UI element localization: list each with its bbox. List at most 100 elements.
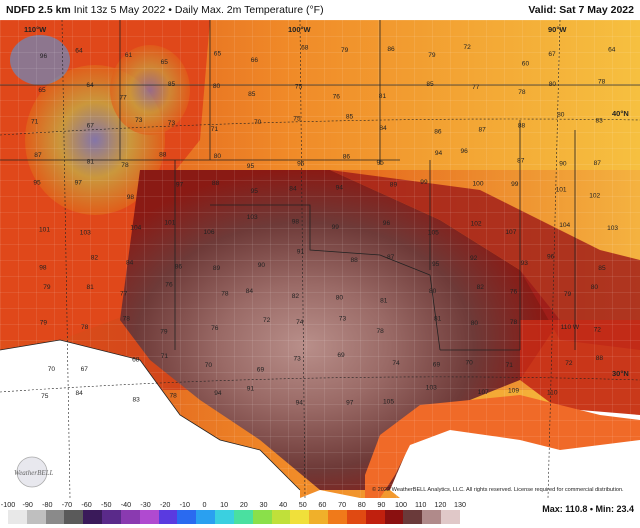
lon-100-label: 100°W: [288, 25, 312, 34]
colorbar-swatch: [26, 510, 46, 524]
colorbar-tick: 110: [414, 500, 427, 509]
colorbar-swatch: [441, 510, 460, 524]
station-value: 66: [251, 57, 259, 64]
colorbar-swatch: [8, 510, 27, 524]
station-value: 71: [31, 118, 39, 125]
county-grid: [0, 20, 640, 498]
field-title: Daily Max. 2m Temperature (°F): [174, 4, 324, 16]
temperature-map: 110°W 100°W 90°W 40°N 30°N 96 64 61 65 65 66 6…: [0, 20, 640, 498]
station-value: 109: [508, 387, 519, 394]
station-value: 86: [434, 128, 442, 135]
station-value: 73: [135, 117, 143, 124]
valid-time: Valid: Sat 7 May 2022: [528, 4, 634, 16]
colorbar-tick: 50: [298, 500, 307, 509]
colorbar-swatch: [328, 510, 347, 524]
colorbar-tick: -80: [42, 500, 53, 509]
station-value: 100: [473, 181, 484, 188]
station-value: 103: [80, 230, 91, 237]
station-value: 78: [518, 89, 526, 96]
station-value: 89: [390, 182, 398, 189]
logo-text: WeatherBELL: [14, 469, 54, 477]
station-value: 73: [168, 120, 176, 127]
colorbar-swatch: [309, 510, 329, 524]
station-value: 98: [292, 219, 300, 226]
colorbar-swatch: [64, 510, 84, 524]
station-value: 76: [333, 94, 341, 101]
station-value: 79: [341, 47, 349, 54]
colorbar-tick: 80: [357, 500, 366, 509]
colorbar-tick: -100: [0, 500, 16, 509]
station-value: 70: [466, 360, 474, 367]
station-value: 65: [214, 50, 222, 57]
station-value: 96: [297, 161, 305, 168]
station-value: 94: [435, 150, 443, 157]
station-value: 105: [428, 229, 439, 236]
station-value: 74: [392, 360, 400, 367]
station-value: 74: [296, 319, 304, 326]
station-value: 97: [75, 179, 83, 186]
station-value: 82: [91, 255, 99, 262]
station-value: 71: [161, 353, 169, 360]
station-value: 88: [518, 123, 526, 130]
station-value: 69: [337, 352, 345, 359]
colorbar-swatch: [422, 510, 442, 524]
station-value: 93: [521, 260, 529, 267]
station-value: 84: [76, 390, 84, 397]
station-value: 65: [161, 59, 169, 66]
station-value: 95: [377, 159, 385, 166]
colorbar-swatch: [233, 510, 253, 524]
station-value: 71: [211, 126, 219, 133]
station-value: 80: [557, 111, 565, 118]
station-value: 106: [204, 229, 215, 236]
station-value: 80: [429, 288, 437, 295]
station-value: 85: [598, 265, 606, 272]
header-left: NDFD 2.5 km Init 13z 5 May 2022 • Daily …: [6, 4, 324, 16]
lon-110-label: 110°W: [24, 25, 47, 34]
lat-40-label: 40°N: [612, 109, 629, 118]
colorbar-swatch: [139, 510, 159, 524]
station-value: 95: [432, 261, 440, 268]
station-value: 98: [39, 264, 47, 271]
station-value: 72: [464, 44, 472, 51]
colorbar-tick: 40: [279, 500, 288, 509]
station-value: 75: [295, 83, 303, 90]
station-value: 60: [522, 61, 530, 68]
station-value: 107: [478, 389, 489, 396]
colorbar-swatch: [252, 510, 272, 524]
station-value: 67: [81, 366, 89, 373]
station-value: 77: [119, 95, 127, 102]
station-value: 80: [549, 81, 557, 88]
station-value: 84: [126, 260, 134, 267]
colorbar-tick: 100: [395, 500, 408, 509]
station-value: 70: [48, 366, 56, 373]
colorbar-swatch: [45, 510, 65, 524]
station-value: 68: [132, 356, 140, 363]
station-value: 85: [168, 81, 176, 88]
station-value: 96: [40, 53, 48, 60]
station-value: 104: [130, 225, 141, 232]
station-value: 64: [86, 82, 94, 89]
station-value: 84: [246, 288, 254, 295]
station-values: 96 64 61 65 65 66 68 79 86 79 72 60 67 64 65 64 77 85 80 85…: [31, 44, 618, 407]
station-value: 69: [433, 362, 441, 369]
station-value: 105: [383, 399, 394, 406]
colorbar-swatch: [158, 510, 178, 524]
station-value: 76: [165, 281, 173, 288]
colorbar-tick: -10: [179, 500, 191, 509]
station-value: 86: [387, 46, 395, 53]
product-title: NDFD 2.5 km: [6, 4, 71, 16]
max-min-stats: Max: 110.8 • Min: 23.4: [542, 504, 634, 514]
colorbar-swatch: [196, 510, 216, 524]
colorbar-swatch: [384, 510, 404, 524]
station-value: 68: [301, 44, 309, 51]
colorbar-swatch: [271, 510, 291, 524]
station-value: 103: [607, 225, 618, 232]
station-value: 72: [565, 360, 573, 367]
station-value: 102: [589, 193, 600, 200]
station-value: 70: [254, 119, 262, 126]
station-value: 75: [293, 115, 301, 122]
colorbar-strip: [8, 510, 460, 524]
station-value: 73: [339, 316, 347, 323]
station-value: 77: [472, 84, 480, 91]
station-value: 85: [426, 81, 434, 88]
